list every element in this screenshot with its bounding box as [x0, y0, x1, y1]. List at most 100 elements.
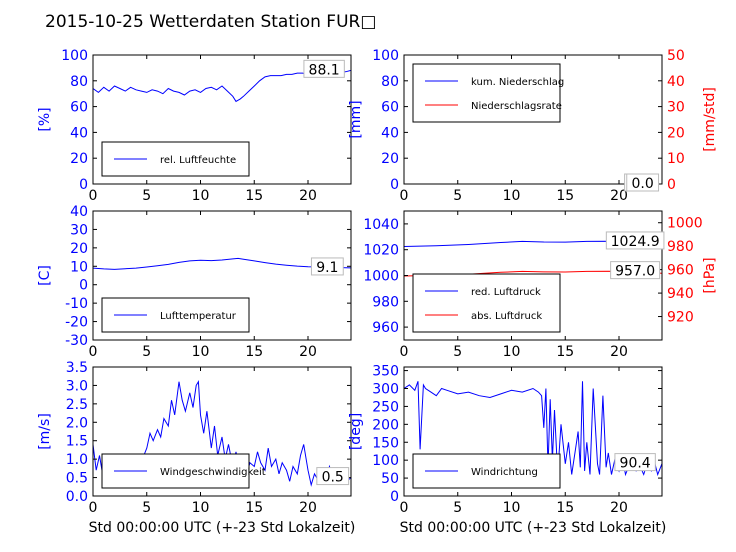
x-axis-label: Std 00:00:00 UTC (+-23 Std Lokalzeit): [400, 520, 667, 536]
x-tick-label: 20: [299, 500, 317, 516]
x-tick-label: 15: [245, 344, 263, 360]
y-axis-label: [%]: [37, 107, 53, 131]
legend: kum. Niederschlag Niederschlagsrate: [412, 63, 564, 123]
y-tick-label: 100: [372, 48, 399, 64]
annotation-label: 9.1: [316, 260, 338, 276]
x-tick-label: 20: [299, 188, 317, 204]
y-tick-label: 60: [70, 100, 88, 116]
annotation-box: [605, 231, 665, 250]
x-tick-label: 0: [400, 344, 409, 360]
legend-box: [101, 141, 250, 177]
annotation-box: [610, 261, 661, 280]
legend: Windrichtung: [412, 453, 561, 489]
y-tick-label: 0.0: [66, 489, 88, 505]
y-tick-label: 3.0: [66, 378, 88, 394]
y-tick-label: 20: [381, 151, 399, 167]
x-tick-label: 15: [245, 188, 263, 204]
annotation-label: 0.0: [632, 176, 654, 192]
y-tick-label: 3.5: [66, 360, 88, 376]
y-right-tick-label: 0: [667, 177, 676, 193]
y-tick-label: 40: [70, 204, 88, 220]
annotation-label: 957.0: [615, 264, 655, 280]
y-tick-label: -30: [65, 333, 88, 349]
y-tick-label: 350: [372, 364, 399, 380]
y-tick-label: 980: [372, 294, 399, 310]
annotation-box: [303, 59, 345, 78]
y-tick-label: 30: [70, 222, 88, 238]
plot-frame: [403, 54, 663, 185]
x-tick-label: 15: [556, 500, 574, 516]
legend: rel. Luftfeuchte: [101, 141, 250, 177]
legend-label: Windrichtung: [471, 467, 538, 478]
legend-label: abs. Luftdruck: [471, 311, 542, 322]
y-tick-label: 1000: [363, 269, 399, 285]
x-tick-label: 20: [610, 344, 628, 360]
x-tick-label: 5: [453, 500, 462, 516]
x-tick-label: 10: [192, 500, 210, 516]
annotation-box: [310, 257, 344, 276]
legend-label: rel. Luftfeuchte: [160, 155, 236, 166]
chart-precip: 0 5 10 15 20 0 20 40 60 80 100 0 10 20 30 40 50 [mm] [mm/s…: [348, 48, 718, 204]
plot-frame: [92, 54, 352, 185]
y-right-axis-label: [hPa]: [702, 257, 718, 293]
x-tick-label: 10: [192, 188, 210, 204]
y-tick-label: 100: [372, 453, 399, 469]
x-tick-label: 10: [192, 344, 210, 360]
y-tick-label: 0: [79, 278, 88, 294]
legend-label: Lufttemperatur: [160, 311, 237, 322]
chart-pressure: 0 5 10 15 20 960 980 1000 1020 1040 920 940 960 980 10…: [363, 210, 718, 360]
series-line-winddir-0: [404, 381, 662, 477]
legend: Windgeschwindigkeit: [101, 453, 266, 489]
y-tick-label: -10: [65, 296, 88, 312]
y-tick-label: 150: [372, 435, 399, 451]
y-tick-label: 20: [70, 151, 88, 167]
chart-wind: 0 5 10 15 20 0.0 0.5 1.0 1.5 2.0 2.5 3.0 3.5 [m/s] Std…: [37, 360, 355, 536]
y-tick-label: 300: [372, 382, 399, 398]
legend-box: [412, 273, 561, 333]
y-axis-label: [mm]: [348, 100, 364, 138]
plot-frame: [403, 366, 663, 497]
plot-frame: [92, 210, 352, 341]
annotation-label: 1024.9: [611, 234, 660, 250]
x-tick-label: 0: [89, 500, 98, 516]
y-tick-label: 20: [70, 241, 88, 257]
x-tick-label: 5: [142, 344, 151, 360]
x-tick-label: 10: [503, 500, 521, 516]
y-tick-label: 60: [381, 100, 399, 116]
x-tick-label: 20: [610, 188, 628, 204]
legend-box: [412, 63, 561, 123]
y-tick-label: 40: [70, 125, 88, 141]
x-tick-label: 20: [610, 500, 628, 516]
chart-temp: 0 5 10 15 20 -30 -20 -10 0 10 20 30 40 [C] 9.1 Lufttemp…: [37, 204, 352, 360]
legend-label: Windgeschwindigkeit: [160, 467, 266, 478]
y-right-tick-label: 20: [667, 125, 685, 141]
x-tick-label: 10: [503, 344, 521, 360]
y-right-tick-label: 30: [667, 100, 685, 116]
y-tick-label: 10: [70, 259, 88, 275]
y-tick-label: 0: [390, 489, 399, 505]
y-right-tick-label: 40: [667, 74, 685, 90]
y-tick-label: 100: [61, 48, 88, 64]
y-tick-label: 40: [381, 125, 399, 141]
y-right-tick-label: 940: [667, 286, 694, 302]
x-tick-label: 0: [400, 188, 409, 204]
series-line-temp-0: [93, 257, 351, 270]
legend-label: red. Luftdruck: [471, 287, 541, 298]
x-tick-label: 15: [556, 344, 574, 360]
y-right-axis-label: [mm/std]: [702, 87, 718, 152]
annotation-box: [316, 467, 350, 486]
y-right-tick-label: 980: [667, 239, 694, 255]
annotation-box: [614, 453, 656, 472]
chart-humidity: 0 5 10 15 20 0 20 40 60 80 100 [%] 88.1 rel. Luftfeuc…: [37, 48, 352, 204]
x-tick-label: 5: [453, 188, 462, 204]
y-tick-label: 80: [70, 74, 88, 90]
x-tick-label: 5: [142, 500, 151, 516]
figure-title: 2015-10-25 Wetterdaten Station FUR□: [45, 12, 376, 32]
y-axis-label: [C]: [37, 265, 53, 286]
y-tick-label: 0: [390, 177, 399, 193]
y-tick-label: 250: [372, 399, 399, 415]
y-tick-label: 200: [372, 417, 399, 433]
annotation-label: 0.5: [322, 470, 344, 486]
